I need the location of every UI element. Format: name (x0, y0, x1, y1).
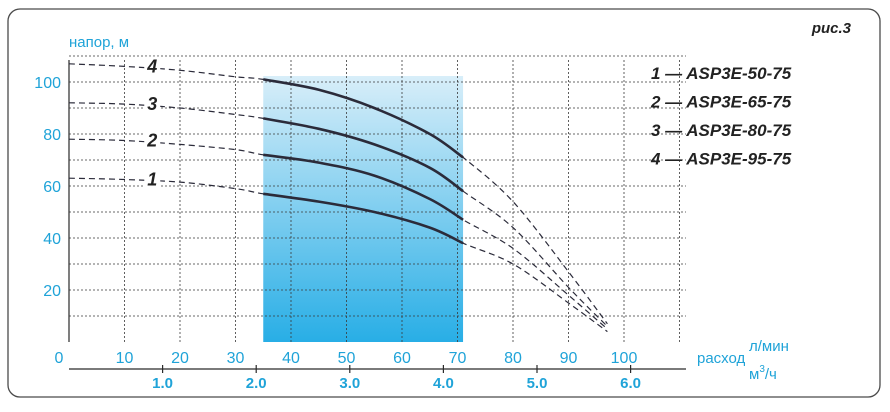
curve-1-operating (263, 192, 464, 245)
x-axis-unit-lpm: л/мин (749, 338, 789, 355)
curve-labels: 1 2 3 4 (144, 56, 161, 190)
x-axis-unit-m3h-base: м (749, 366, 759, 383)
x-tick-label-lpm: 60 (393, 350, 411, 367)
y-tick-label: 40 (43, 231, 61, 248)
x-axis-unit-m3h-suffix: /ч (765, 366, 777, 383)
legend-item-4: 4 — ASP3E-95-75 (650, 150, 792, 169)
curve-label-3: 3 (147, 94, 157, 114)
curve-label-1: 1 (147, 170, 157, 190)
y-tick-label: 100 (34, 75, 61, 92)
x-tick-label-lpm: 10 (116, 350, 134, 367)
x-tick-label-lpm: 30 (227, 350, 245, 367)
x-axis-unit-m3h-exp: 3 (759, 364, 765, 375)
x-tick-label-lpm: 100 (611, 350, 638, 367)
curve-2-operating (263, 153, 464, 221)
x-tick-labels-m3h: 1.0 2.0 3.0 4.0 5.0 6.0 (152, 375, 641, 392)
x-tick-label-m3h: 1.0 (152, 375, 173, 392)
x-tick-label-m3h: 3.0 (339, 375, 360, 392)
y-tick-label: 80 (43, 127, 61, 144)
legend-item-3: 3 — ASP3E-80-75 (651, 121, 792, 140)
curve-4-operating (263, 78, 464, 159)
performance-curves (68, 63, 608, 333)
x-axis-unit-m3h: м3/ч (749, 364, 777, 383)
x-tick-label-m3h: 6.0 (620, 375, 641, 392)
legend-item-2: 2 — ASP3E-65-75 (650, 93, 792, 112)
y-axis-title: напор, м (69, 34, 129, 51)
x-tick-label-m3h: 2.0 (246, 375, 267, 392)
y-tick-labels: 20 40 60 80 100 (34, 75, 61, 300)
x-tick-label-lpm: 0 (55, 350, 64, 367)
curve-3-dashed (68, 102, 608, 327)
x-axis-title-prefix: расход (697, 350, 746, 367)
plot-area: 1 2 3 4 (68, 55, 686, 373)
x-tick-label-m3h: 5.0 (527, 375, 548, 392)
x-tick-label-lpm: 50 (338, 350, 356, 367)
x-tick-labels-lpm: 0 10 20 30 40 50 60 70 80 90 100 (55, 350, 638, 367)
x-tick-label-lpm: 90 (560, 350, 578, 367)
x-tick-label-lpm: 70 (449, 350, 467, 367)
axes (68, 60, 686, 373)
figure-label: рис.3 (811, 20, 852, 37)
x-tick-label-m3h: 4.0 (433, 375, 454, 392)
x-tick-label-lpm: 40 (282, 350, 300, 367)
curve-label-bg (144, 130, 161, 151)
curve-label-bg (144, 94, 161, 115)
x-tick-label-lpm: 20 (171, 350, 189, 367)
curve-label-2: 2 (146, 131, 157, 151)
curve-3-operating (263, 117, 464, 193)
y-tick-label: 20 (43, 283, 61, 300)
curve-label-bg (144, 56, 161, 77)
x-tick-label-lpm: 80 (504, 350, 522, 367)
legend: 1 — ASP3E-50-75 2 — ASP3E-65-75 3 — ASP3E-… (650, 64, 792, 169)
curve-label-4: 4 (146, 56, 157, 76)
y-tick-label: 60 (43, 179, 61, 196)
legend-item-1: 1 — ASP3E-50-75 (651, 64, 792, 83)
x-axis-title: расход л/мин м3/ч (697, 338, 789, 383)
curve-label-bg (144, 169, 161, 190)
